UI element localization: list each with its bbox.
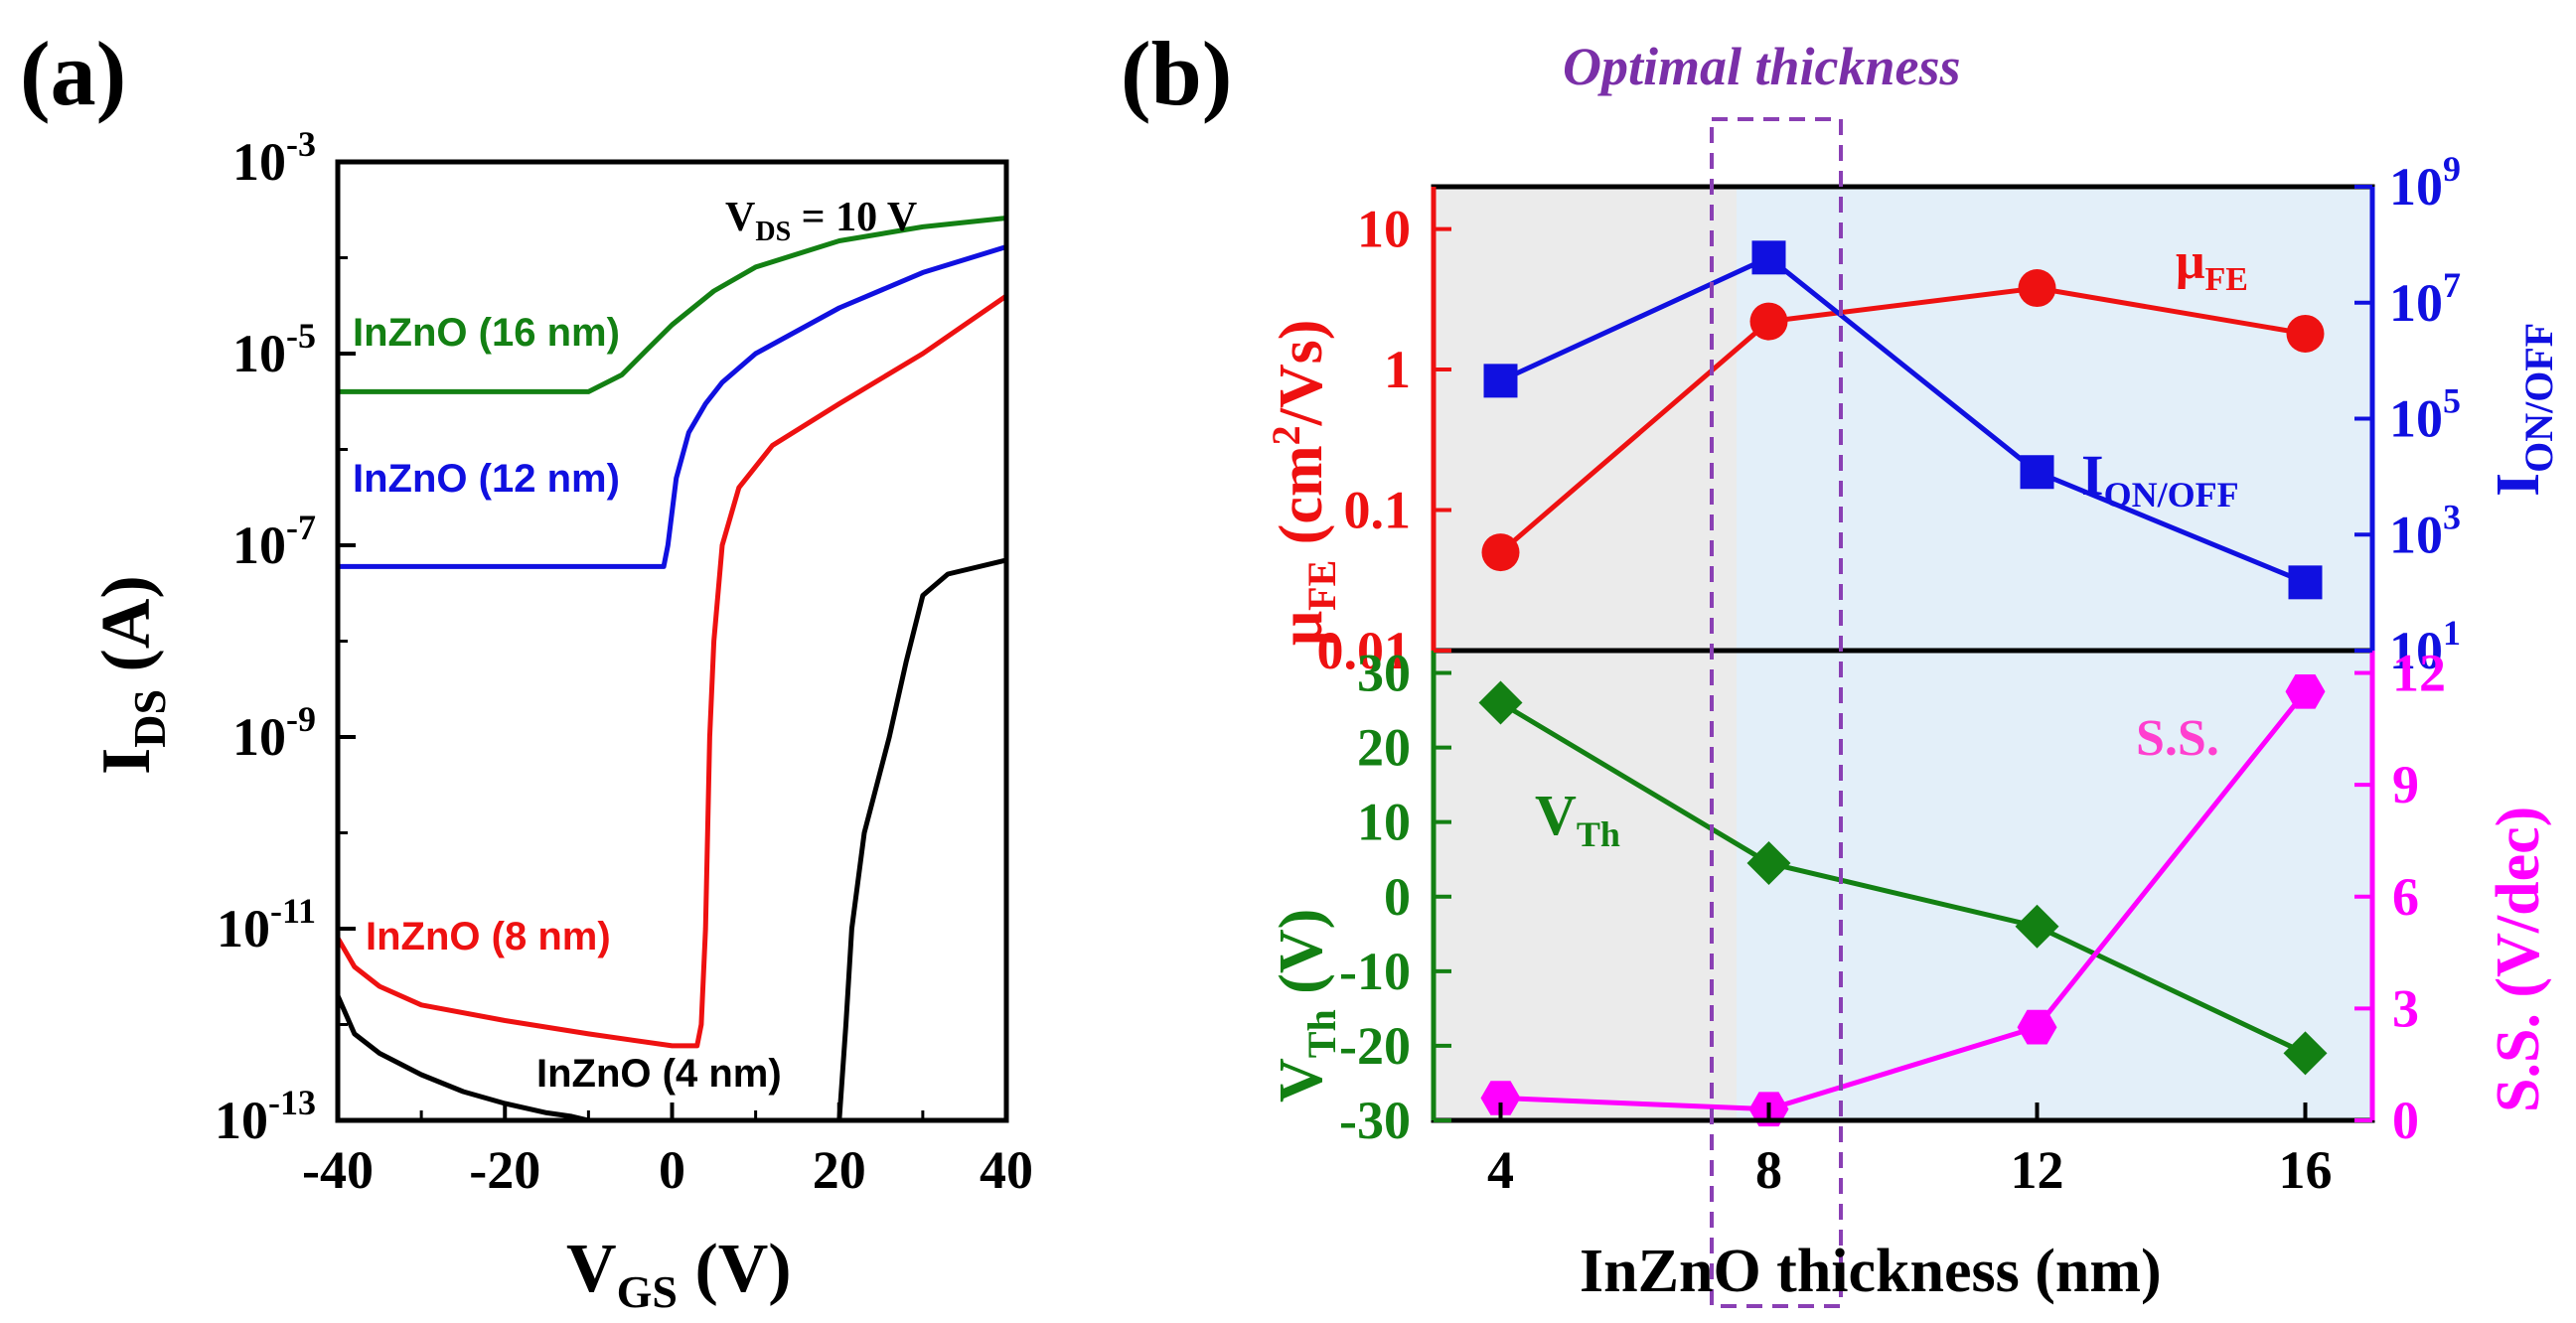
- xlabel-sub: GS: [617, 1266, 678, 1317]
- a-ytick-label-1: 10-11: [217, 891, 316, 958]
- xlabel-unit: (V): [678, 1231, 792, 1307]
- ylabel-sub: DS: [124, 689, 175, 748]
- mu-fe-label: μFE: [2176, 233, 2248, 298]
- b-vth-tick-label-2: -10: [1339, 942, 1411, 1001]
- series-a-2: [335, 293, 1008, 1049]
- series-a-0: [338, 216, 1007, 394]
- series-b-bot-1-point-3: [2285, 674, 2326, 709]
- a-ytick-label-4: 10-5: [232, 316, 316, 383]
- series-b-bot-1-point-0: [1480, 1081, 1521, 1115]
- b-vth-tick-label-0: -30: [1339, 1091, 1411, 1150]
- ss-label: S.S.: [2136, 710, 2219, 767]
- panel-a-ylabel: IDS (A): [88, 575, 175, 775]
- b-ss-tick-label-2: 6: [2392, 867, 2419, 927]
- a-xtick-label-2: 0: [659, 1140, 685, 1200]
- label-4nm: InZnO (4 nm): [536, 1052, 782, 1096]
- b-xtick-label-3: 16: [2279, 1140, 2333, 1200]
- series-b-bot-0-point-1: [1746, 840, 1791, 885]
- ion-off-axis-title: ION/OFF: [2485, 323, 2561, 497]
- panel-b: (b) Optimal thickness 0.010.111010110310…: [1121, 23, 2561, 1308]
- ylabel-unit: (A): [88, 575, 165, 689]
- series-b-top-1-point-1: [1751, 240, 1786, 275]
- optimal-thickness-title: Optimal thickness: [1563, 37, 1961, 96]
- panel-b-ticks: 0.01 0.1 1 10 101 103 105 107 109 -30 -20 -10 0 10 20 3…: [1317, 149, 2462, 1200]
- xlabel-main: V: [566, 1231, 617, 1307]
- b-ion-tick-label-3: 107: [2389, 265, 2461, 333]
- series-b-top-0-point-3: [2286, 314, 2325, 353]
- mu-fe-axis-title: μFE (cm2/Vs): [1264, 320, 1344, 646]
- b-ion-tick-label-1: 103: [2389, 497, 2461, 564]
- a-ytick-label-3: 10-7: [232, 508, 316, 575]
- b-ion-tick-label-4: 109: [2389, 149, 2461, 217]
- vds-annotation: VDS = 10 V: [725, 195, 917, 247]
- ylabel-main: I: [88, 748, 165, 775]
- ss-axis-title: S.S. (V/dec): [2485, 807, 2552, 1112]
- label-16nm: InZnO (16 nm): [353, 311, 620, 355]
- series-b-bot-0-point-0: [1478, 680, 1523, 725]
- panel-a-xlabel: VGS (V): [566, 1231, 792, 1317]
- series-b-top-0-point-2: [2018, 269, 2056, 308]
- series-b-bot-line-1: [1500, 689, 2308, 1112]
- b-vth-tick-label-6: 30: [1357, 644, 1411, 703]
- b-vth-tick-label-5: 20: [1357, 718, 1411, 778]
- panel-a: (a) -40 -20 0 20 40 10-13 10-11 10-9 10-7 10-5 10-…: [20, 23, 1033, 1317]
- a-xtick-label-0: -40: [302, 1140, 374, 1200]
- panel-a-frame: [335, 159, 1009, 1123]
- series-a-3: [335, 557, 1007, 1123]
- panel-a-label: (a): [20, 23, 126, 124]
- b-mu-tick-label-2: 1: [1384, 340, 1411, 399]
- b-vth-tick-label-4: 10: [1357, 793, 1411, 852]
- series-b-bot-line-0: [1499, 700, 2307, 1056]
- b-vth-tick-label-1: -20: [1339, 1016, 1411, 1076]
- series-b-bot-0-point-3: [2283, 1031, 2328, 1076]
- a-ytick-label-0: 10-13: [215, 1083, 316, 1150]
- series-b-top-1-point-0: [1483, 364, 1518, 398]
- b-ion-tick-label-2: 105: [2389, 381, 2461, 449]
- panel-a-ticks: -40 -20 0 20 40 10-13 10-11 10-9 10-7 10-5 10-3: [215, 124, 1033, 1200]
- region-blue: [1737, 187, 2372, 1120]
- optimal-thickness-box: [1710, 117, 1843, 1308]
- b-mu-tick-label-1: 0.1: [1344, 481, 1412, 540]
- a-ytick-label-5: 10-3: [232, 124, 316, 192]
- a-xtick-label-4: 40: [980, 1140, 1033, 1200]
- series-b-bot-1-point-2: [2017, 1009, 2057, 1045]
- series-a-1: [338, 244, 1007, 569]
- series-b-top-line-1: [1499, 254, 2307, 585]
- vds-main: V: [725, 195, 755, 240]
- b-vth-tick-label-3: 0: [1384, 867, 1411, 927]
- series-b-top-line-0: [1498, 285, 2306, 555]
- series-b-top-1-point-2: [2020, 455, 2054, 490]
- panel-b-series-group: [1478, 240, 2328, 1127]
- panel-b-label: (b): [1121, 23, 1232, 124]
- b-ss-tick-label-0: 0: [2392, 1091, 2419, 1150]
- series-b-top-0-point-1: [1749, 302, 1788, 341]
- b-mu-tick-label-3: 10: [1357, 200, 1411, 259]
- b-mu-tick-label-0: 0.01: [1317, 621, 1412, 680]
- b-ion-tick-label-0: 101: [2389, 613, 2461, 680]
- label-8nm: InZnO (8 nm): [366, 915, 611, 958]
- region-gray: [1434, 187, 1737, 1120]
- a-xtick-label-3: 20: [813, 1140, 866, 1200]
- b-ss-tick-label-3: 9: [2392, 755, 2419, 814]
- b-xtick-label-1: 8: [1755, 1140, 1782, 1200]
- series-b-top-0-point-0: [1481, 533, 1520, 572]
- b-ss-tick-label-1: 3: [2392, 978, 2419, 1038]
- b-xtick-label-0: 4: [1487, 1140, 1514, 1200]
- ion-off-label: ION/OFF: [2081, 443, 2239, 514]
- label-12nm: InZnO (12 nm): [353, 457, 620, 501]
- vth-label: VTh: [1535, 783, 1620, 854]
- vds-sub: DS: [755, 217, 791, 247]
- series-b-bot-0-point-2: [2015, 904, 2059, 949]
- a-ytick-label-2: 10-9: [232, 699, 316, 767]
- b-ss-tick-label-4: 12: [2392, 644, 2446, 703]
- vds-rest: = 10 V: [791, 195, 917, 240]
- series-b-top-1-point-3: [2288, 565, 2323, 600]
- a-xtick-label-1: -20: [469, 1140, 540, 1200]
- panel-b-xlabel: InZnO thickness (nm): [1580, 1238, 2162, 1305]
- b-xtick-label-2: 12: [2011, 1140, 2064, 1200]
- vth-axis-title: VTh (V): [1268, 909, 1344, 1102]
